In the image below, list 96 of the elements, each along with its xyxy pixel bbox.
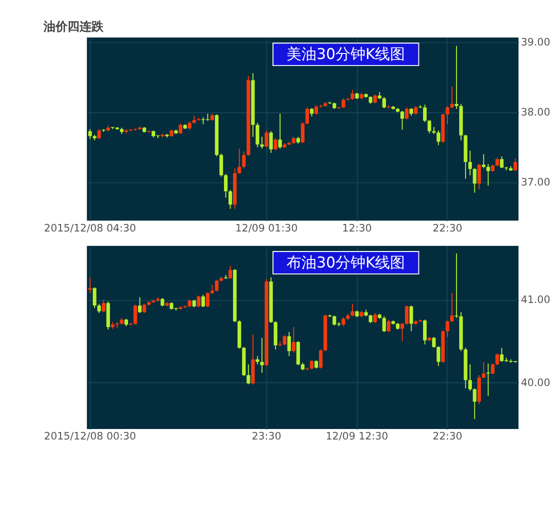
x-tick-label: 12/09 01:30 [235, 222, 298, 234]
x-tick-label: 22:30 [432, 222, 462, 234]
candlestick [386, 319, 390, 333]
candlestick [446, 106, 450, 125]
candlestick [332, 315, 336, 326]
candlestick [296, 340, 300, 366]
text: 布油30分钟K线图 [286, 253, 406, 272]
candlestick [373, 94, 377, 104]
candlestick [206, 292, 210, 308]
candlestick [274, 138, 278, 151]
candlestick [88, 128, 92, 140]
candlestick [350, 89, 354, 100]
candlestick [400, 110, 404, 130]
candlestick [423, 104, 427, 123]
x-tick-label: 12/09 12:30 [326, 430, 388, 443]
candlestick [450, 86, 454, 109]
candlestick [138, 296, 142, 314]
candlestick [274, 320, 278, 350]
candlestick [260, 136, 264, 150]
candlestick [450, 292, 454, 323]
candlestick [133, 304, 138, 326]
candlestick [446, 320, 450, 338]
candlestick [486, 164, 490, 186]
candlestick [278, 113, 282, 150]
candlestick [500, 156, 504, 169]
candlestick [228, 265, 232, 280]
x-tick-label: 12:30 [342, 222, 372, 234]
y-tick-label: 40.00 [520, 376, 550, 389]
candlestick [246, 364, 250, 385]
candlestick [500, 347, 504, 362]
candlestick [454, 252, 458, 318]
candlestick [88, 276, 92, 294]
candlestick [242, 150, 246, 169]
candlestick [238, 148, 242, 174]
candlestick [201, 294, 205, 308]
candlestick [472, 168, 476, 194]
candlestick [436, 346, 440, 366]
x-tick-label: 22:30 [432, 430, 462, 443]
x-tick-label: 2015/12/08 04:30 [44, 222, 136, 234]
candlestick [142, 303, 146, 314]
candlestick [256, 122, 260, 148]
candlestick [373, 312, 377, 324]
text: 美油30分钟K线图 [286, 45, 406, 64]
candlestick [219, 153, 224, 178]
candlestick [428, 120, 432, 134]
text: 油价四连跌 [42, 19, 105, 34]
candlestick [382, 316, 386, 333]
candlestick [482, 361, 486, 379]
candlestick [472, 388, 476, 420]
candlestick [178, 123, 182, 134]
candlestick [495, 353, 500, 366]
candlestick [224, 173, 228, 198]
candlestick [102, 299, 106, 313]
candlestick [97, 303, 101, 314]
candlestick [292, 326, 296, 354]
candlestick [436, 130, 440, 146]
y-tick-label: 37.00 [520, 176, 550, 188]
y-tick-label: 41.00 [520, 294, 550, 306]
candlestick [287, 332, 291, 357]
candlestick [514, 158, 518, 172]
candlestick [468, 364, 472, 392]
candlestick [269, 130, 273, 154]
candlestick [214, 279, 219, 292]
candlestick [92, 286, 96, 308]
candlestick [490, 363, 495, 375]
candlestick [282, 334, 286, 346]
candlestick [97, 128, 101, 140]
candlestick [314, 104, 318, 115]
candlestick [350, 303, 354, 317]
candlestick [260, 337, 264, 374]
x-tick-label: 2015/12/08 00:30 [44, 430, 136, 443]
y-tick-label: 39.00 [520, 36, 550, 49]
candlestick [382, 96, 386, 109]
candlestick [404, 305, 409, 326]
candlestick [264, 130, 268, 148]
candlestick [342, 98, 346, 109]
y-tick-label: 38.00 [520, 106, 550, 119]
candlestick [477, 164, 481, 190]
candlestick [342, 316, 346, 327]
x-tick-label: 23:30 [252, 430, 282, 443]
candlestick [423, 319, 427, 345]
candlestick [305, 106, 310, 125]
candlestick [468, 150, 472, 176]
candlestick [210, 284, 214, 294]
candlestick [486, 363, 490, 396]
candlestick [409, 305, 414, 332]
candlestick [482, 154, 486, 169]
candlestick [454, 45, 458, 110]
candlestick [310, 360, 314, 370]
candlestick [196, 295, 200, 308]
candlestick [404, 106, 409, 120]
candlestick [300, 122, 304, 144]
candlestick [504, 357, 508, 362]
candlestick [318, 348, 323, 369]
candlestick [432, 336, 436, 348]
candlestick [228, 189, 232, 210]
